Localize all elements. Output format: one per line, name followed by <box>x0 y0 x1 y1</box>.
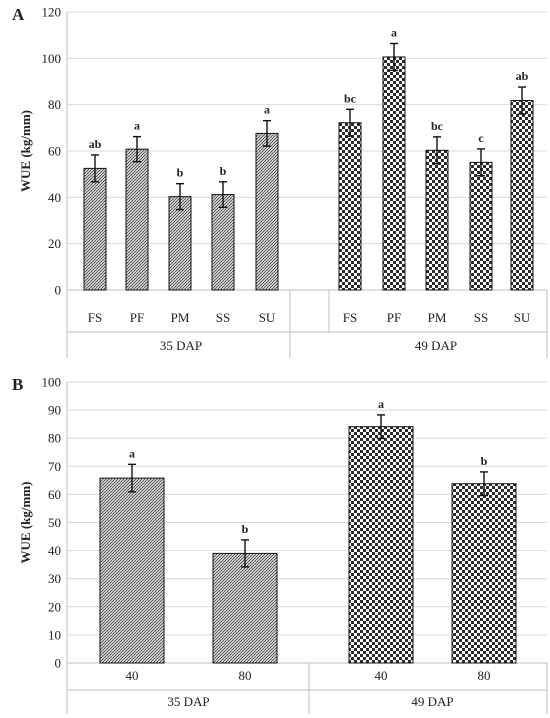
y-tick-label: 0 <box>55 656 62 671</box>
x-category-label: FS <box>343 310 357 325</box>
y-tick-label: 30 <box>48 571 61 586</box>
x-category-label: 80 <box>478 668 491 683</box>
group-label: 49 DAP <box>411 694 453 709</box>
bar <box>348 426 414 664</box>
bar <box>338 122 362 291</box>
significance-letter: bc <box>344 91 357 105</box>
y-tick-label: 90 <box>48 403 61 418</box>
significance-letter: b <box>481 454 488 468</box>
x-category-label: 40 <box>375 668 388 683</box>
bar <box>255 132 279 291</box>
significance-letter: ab <box>516 69 529 83</box>
panel-letter: B <box>12 375 23 394</box>
significance-letter: b <box>177 166 184 180</box>
chart-panel-b: 0 10 20 30 40 50 60 70 80 90 100 WUE (kg/mm) Ba 40 b 80… <box>12 375 548 714</box>
significance-letter: bc <box>431 119 444 133</box>
y-tick-label: 20 <box>48 599 61 614</box>
bar <box>211 194 235 291</box>
significance-letter: a <box>129 446 135 460</box>
significance-letter: b <box>220 164 227 178</box>
y-tick-label: 60 <box>48 487 61 502</box>
x-category-label: PM <box>171 310 190 325</box>
bar <box>212 552 278 664</box>
group-label: 49 DAP <box>415 338 457 353</box>
x-category-label: SU <box>514 310 531 325</box>
significance-letter: a <box>134 119 140 133</box>
y-tick-label: 60 <box>48 144 61 159</box>
y-tick-label: 50 <box>48 515 61 530</box>
bar <box>99 477 165 664</box>
chart-panel-a: 0 20 40 60 80 100 120 WUE (kg/mm) Aab FS a PF b PM b SS… <box>12 5 548 358</box>
significance-letter: a <box>378 397 384 411</box>
significance-letter: c <box>478 131 484 145</box>
y-tick-label: 100 <box>42 51 62 66</box>
y-tick-label: 20 <box>48 236 61 251</box>
significance-letter: b <box>242 522 249 536</box>
bar <box>382 56 406 291</box>
group-label: 35 DAP <box>167 694 209 709</box>
y-tick-label: 40 <box>48 190 61 205</box>
significance-letter: a <box>391 26 397 40</box>
x-category-label: FS <box>88 310 102 325</box>
bar <box>469 161 493 291</box>
bar <box>83 167 107 291</box>
panel-letter: A <box>12 5 25 24</box>
bar <box>168 196 192 291</box>
y-tick-label: 80 <box>48 97 61 112</box>
y-tick-label: 40 <box>48 543 61 558</box>
x-category-label: 40 <box>126 668 139 683</box>
bar <box>125 148 149 291</box>
y-tick-label: 100 <box>42 375 62 390</box>
x-category-label: PF <box>387 310 401 325</box>
group-label: 35 DAP <box>160 338 202 353</box>
x-category-label: PM <box>428 310 447 325</box>
bar <box>425 149 449 291</box>
x-category-label: SS <box>474 310 488 325</box>
bar <box>510 99 534 291</box>
y-axis-label: WUE (kg/mm) <box>18 110 33 192</box>
y-tick-label: 70 <box>48 459 61 474</box>
y-tick-label: 120 <box>42 5 62 20</box>
y-tick-label: 80 <box>48 431 61 446</box>
bar <box>451 483 517 664</box>
x-category-label: PF <box>130 310 144 325</box>
x-category-label: SS <box>216 310 230 325</box>
y-tick-label: 10 <box>48 627 61 642</box>
y-axis-label: WUE (kg/mm) <box>18 482 33 564</box>
significance-letter: ab <box>89 137 102 151</box>
x-category-label: SU <box>259 310 276 325</box>
significance-letter: a <box>264 103 270 117</box>
y-tick-label: 0 <box>55 283 62 298</box>
x-category-label: 80 <box>239 668 252 683</box>
